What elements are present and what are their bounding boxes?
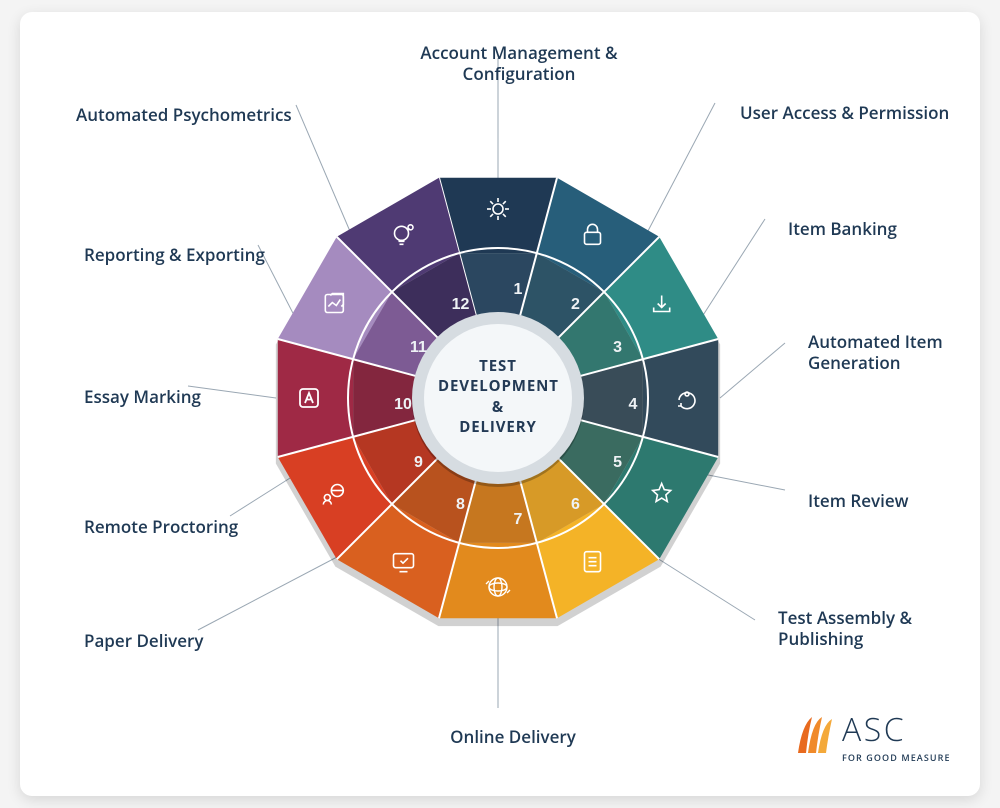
segment-label: Account Management & Configuration — [404, 42, 634, 85]
segment-label: Item Banking — [788, 218, 897, 239]
segment-label: Essay Marking — [84, 386, 201, 407]
segment-number: 11 — [404, 339, 432, 367]
brand-name: ASC — [842, 708, 951, 751]
segment-label: Remote Proctoring — [84, 516, 238, 537]
segment-number: 2 — [562, 296, 590, 324]
segment-label: Item Review — [808, 490, 908, 511]
segment-number: 9 — [404, 454, 432, 482]
segment-label: Automated Psychometrics — [76, 104, 292, 125]
brand-logo: ASC FOR GOOD MEASURE — [792, 708, 951, 764]
flame-icon — [792, 713, 838, 759]
segment-number: 4 — [619, 396, 647, 424]
segment-label: Reporting & Exporting — [84, 244, 265, 265]
segment-label: User Access & Permission — [740, 102, 949, 123]
center-title: TEST DEVELOPMENT & DELIVERY — [438, 356, 558, 437]
segment-number: 8 — [447, 496, 475, 524]
brand-tagline: FOR GOOD MEASURE — [842, 751, 951, 764]
segment-number: 7 — [504, 511, 532, 539]
infographic-card: TEST DEVELOPMENT & DELIVERY ASC FOR GOOD… — [20, 12, 980, 796]
segment-label: Test Assembly & Publishing — [778, 607, 912, 650]
segment-label: Online Delivery — [398, 726, 628, 747]
segment-label: Paper Delivery — [84, 630, 204, 651]
segment-number: 5 — [604, 454, 632, 482]
segment-number: 10 — [389, 396, 417, 424]
segment-number: 1 — [504, 281, 532, 309]
segment-number: 3 — [604, 339, 632, 367]
segment-number: 12 — [447, 296, 475, 324]
segment-number: 6 — [562, 496, 590, 524]
segment-label: Automated Item Generation — [808, 331, 943, 374]
